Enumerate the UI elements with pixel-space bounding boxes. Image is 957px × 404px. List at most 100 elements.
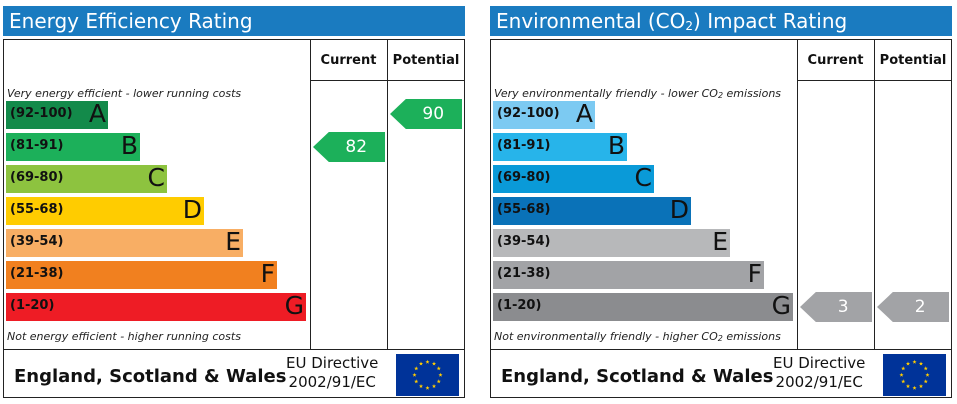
eu-star	[923, 366, 928, 371]
env-band-letter: B	[607, 131, 625, 160]
energy-band-range: (69-80)	[10, 170, 64, 185]
eu-star	[436, 366, 441, 371]
env-chart-box: Current Potential Very environmentally f…	[490, 39, 952, 398]
env-top-note: Very environmentally friendly - lower CO…	[494, 87, 781, 100]
energy-potential-divider	[387, 40, 388, 349]
env-band-range: (21-38)	[497, 266, 551, 281]
env-potential-rating-arrow: 2	[877, 292, 949, 322]
eu-star	[436, 379, 441, 384]
environmental-impact-panel: Environmental (CO2) Impact Rating Curren…	[490, 6, 952, 398]
env-band-g: (1-20) G	[493, 291, 793, 321]
env-footer-divider	[491, 349, 951, 350]
energy-current-rating-value: 82	[345, 137, 368, 157]
env-band-range: (81-91)	[497, 138, 551, 153]
energy-band-letter: C	[147, 163, 165, 192]
energy-chart-box: Current Potential Very energy efficient …	[3, 39, 465, 398]
energy-current-arrow-shape	[313, 132, 385, 162]
eu-star	[418, 384, 424, 389]
energy-current-header: Current	[320, 53, 377, 68]
env-band-d: (55-68) D	[493, 195, 691, 225]
energy-band-letter: F	[260, 259, 275, 288]
env-title-prefix: Environmental (CO	[496, 9, 686, 33]
env-top-note-suffix: emissions	[723, 87, 782, 100]
energy-band-letter: B	[120, 131, 138, 160]
env-band-letter: D	[669, 195, 689, 224]
eu-star	[912, 359, 917, 364]
env-band-f: (21-38) F	[493, 259, 764, 289]
env-bottom-note-sub: 2	[717, 334, 723, 343]
eu-star	[905, 384, 911, 389]
energy-bottom-note: Not energy efficient - higher running co…	[7, 330, 241, 343]
energy-directive-line1: EU Directive	[286, 354, 379, 372]
energy-header-divider	[310, 80, 464, 81]
env-band-range: (1-20)	[497, 298, 542, 313]
energy-potential-arrow-shape	[390, 99, 462, 129]
env-band-letter: A	[575, 99, 593, 128]
env-current-rating-value: 3	[837, 297, 849, 317]
eu-star	[412, 372, 417, 377]
energy-band-range: (55-68)	[10, 202, 64, 217]
env-footer-region: England, Scotland & Wales	[501, 366, 774, 387]
energy-band-b: (81-91) B	[6, 131, 140, 161]
env-title-suffix: ) Impact Rating	[693, 9, 848, 33]
energy-band-range: (92-100)	[10, 106, 73, 121]
energy-current-rating-arrow: 82	[313, 132, 385, 162]
eu-star	[431, 384, 437, 389]
energy-footer-region: England, Scotland & Wales	[14, 366, 287, 387]
env-bottom-note-prefix: Not environmentally friendly - higher CO	[494, 330, 718, 343]
env-band-letter: G	[771, 291, 791, 320]
energy-band-e: (39-54) E	[6, 227, 243, 257]
energy-band-letter: A	[88, 99, 106, 128]
energy-potential-header: Potential	[392, 53, 460, 68]
energy-band-range: (81-91)	[10, 138, 64, 153]
eu-star	[425, 359, 430, 364]
env-current-arrow-shape	[800, 292, 872, 322]
eu-star	[918, 361, 924, 366]
eu-star	[438, 372, 443, 377]
energy-band-a: (92-100) A	[6, 99, 108, 129]
eu-star	[901, 366, 906, 371]
eu-star	[912, 385, 917, 390]
energy-footer-directive: EU Directive 2002/91/EC	[286, 354, 378, 392]
eu-star	[414, 379, 419, 384]
eu-flag-icon	[396, 354, 459, 396]
eu-star	[923, 379, 928, 384]
env-bottom-note-suffix: emissions	[722, 330, 781, 343]
env-band-a: (92-100) A	[493, 99, 595, 129]
energy-band-range: (21-38)	[10, 266, 64, 281]
eu-star	[901, 379, 906, 384]
env-band-letter: E	[712, 227, 728, 256]
env-band-range: (92-100)	[497, 106, 560, 121]
energy-top-note: Very energy efficient - lower running co…	[7, 87, 242, 100]
energy-footer-divider	[4, 349, 464, 350]
energy-band-range: (39-54)	[10, 234, 64, 249]
energy-current-divider	[310, 40, 311, 349]
energy-title-text: Energy Efficiency Rating	[9, 9, 253, 33]
energy-band-g: (1-20) G	[6, 292, 306, 321]
env-current-header: Current	[807, 53, 864, 68]
env-band-letter: F	[747, 259, 762, 288]
env-header-divider	[797, 80, 951, 81]
env-footer-directive: EU Directive 2002/91/EC	[773, 354, 865, 392]
eu-star	[899, 372, 904, 377]
env-band-b: (81-91) B	[493, 131, 627, 161]
energy-efficiency-panel: Energy Efficiency Rating Current Potenti…	[3, 6, 465, 398]
energy-directive-line2: 2002/91/EC	[288, 373, 376, 391]
eu-flag-icon	[883, 354, 946, 396]
energy-band-letter: E	[225, 227, 241, 256]
eu-star	[414, 366, 419, 371]
energy-potential-rating-arrow: 90	[390, 99, 462, 129]
energy-band-c: (69-80) C	[6, 163, 167, 193]
energy-band-letter: D	[182, 195, 202, 224]
energy-band-range: (1-20)	[10, 298, 55, 313]
env-directive-line2: 2002/91/EC	[775, 373, 863, 391]
eu-star	[918, 384, 924, 389]
energy-potential-rating-value: 90	[422, 104, 445, 124]
energy-efficiency-title: Energy Efficiency Rating	[3, 6, 465, 36]
env-top-note-prefix: Very environmentally friendly - lower CO	[494, 87, 718, 100]
energy-band-f: (21-38) F	[6, 259, 277, 289]
env-title-sub: 2	[685, 19, 694, 33]
env-directive-line1: EU Directive	[773, 354, 866, 372]
eu-star	[418, 361, 424, 366]
env-band-e: (39-54) E	[493, 227, 730, 257]
